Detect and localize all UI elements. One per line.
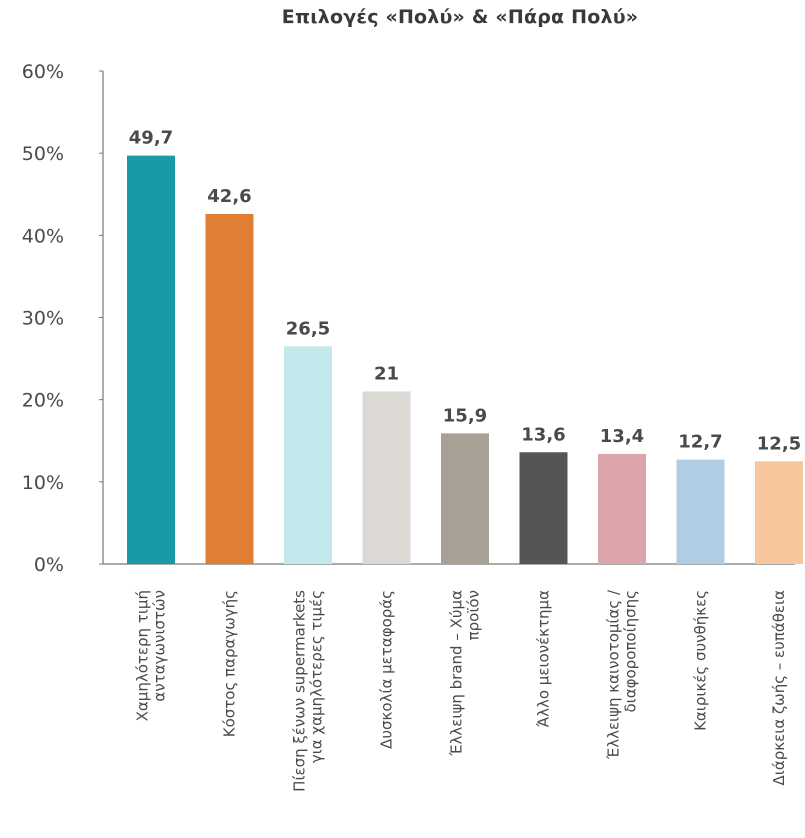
category-labels: Χαμηλότερη τιμή ανταγωνιστών Κόστος παραγω… [134,589,789,792]
bar [284,346,332,564]
category-label-line: Έλλειψη καινοτομίας / [605,589,623,760]
category-label: Δυσκολία μεταφοράς [378,590,396,749]
bar [362,391,411,564]
value-label: 15,9 [443,405,487,426]
category-label-line: Άλλο μειονέκτημα [535,590,553,727]
value-labels: 49,7 42,6 26,5 21 15,9 13,6 13,4 12,7 12,5 [129,128,801,455]
bar [205,213,254,564]
category-label-line: Πίεση ξένων supermarkets [291,590,309,792]
category-label: Χαμηλότερη τιμή ανταγωνιστών [134,590,169,721]
category-label: Κόστος παραγωγής [221,590,239,737]
value-label: 42,6 [207,186,251,207]
y-tick-label: 20% [22,390,64,412]
bar [598,453,646,564]
y-tick-label: 40% [22,225,64,247]
category-label-line: ανταγωνιστών [151,590,169,702]
category-label-line: Χαμηλότερη τιμή [134,590,152,721]
value-label: 49,7 [129,128,173,149]
bar [519,452,568,564]
category-label: Διάρκεια ζωής – ευπάθεια [770,590,788,786]
category-label-line: Καιρικές συνθήκες [692,590,710,731]
category-label-line: για χαμηλότερες τιμές [308,590,326,763]
bar [676,459,725,564]
bar [127,155,175,565]
y-tick-label: 0% [34,554,64,576]
y-tick-label: 10% [22,472,64,494]
value-label: 13,4 [600,426,644,447]
category-label: Έλλειψη καινοτομίας / διαφοροποίησης [605,589,640,760]
category-label: Πίεση ξένων supermarkets για χαμηλότερες … [291,590,326,792]
category-label: Έλλειψη brand – Χύμα προϊόν [448,590,483,757]
y-tick-label: 60% [22,61,64,83]
y-axis: 0% 10% 20% 30% 40% 50% 60% [22,61,104,576]
bar [441,433,489,564]
category-label-line: Έλλειψη brand – Χύμα [448,590,466,757]
category-label-line: προϊόν [465,590,483,640]
chart-title: Επιλογές «Πολύ» & «Πάρα Πολύ» [281,6,639,28]
bars [127,155,803,565]
value-label: 13,6 [521,424,565,445]
value-label: 26,5 [286,318,330,339]
category-label: Άλλο μειονέκτημα [535,590,553,727]
category-label-line: διαφοροποίησης [622,590,640,713]
category-label: Καιρικές συνθήκες [692,590,710,731]
category-label-line: Δυσκολία μεταφοράς [378,590,396,749]
y-tick-label: 50% [22,143,64,165]
bar [755,461,803,564]
y-tick-label: 30% [22,308,64,330]
category-label-line: Κόστος παραγωγής [221,590,239,737]
value-label: 12,5 [757,433,801,454]
value-label: 21 [374,363,399,384]
category-label-line: Διάρκεια ζωής – ευπάθεια [770,590,788,786]
value-label: 12,7 [678,432,722,453]
